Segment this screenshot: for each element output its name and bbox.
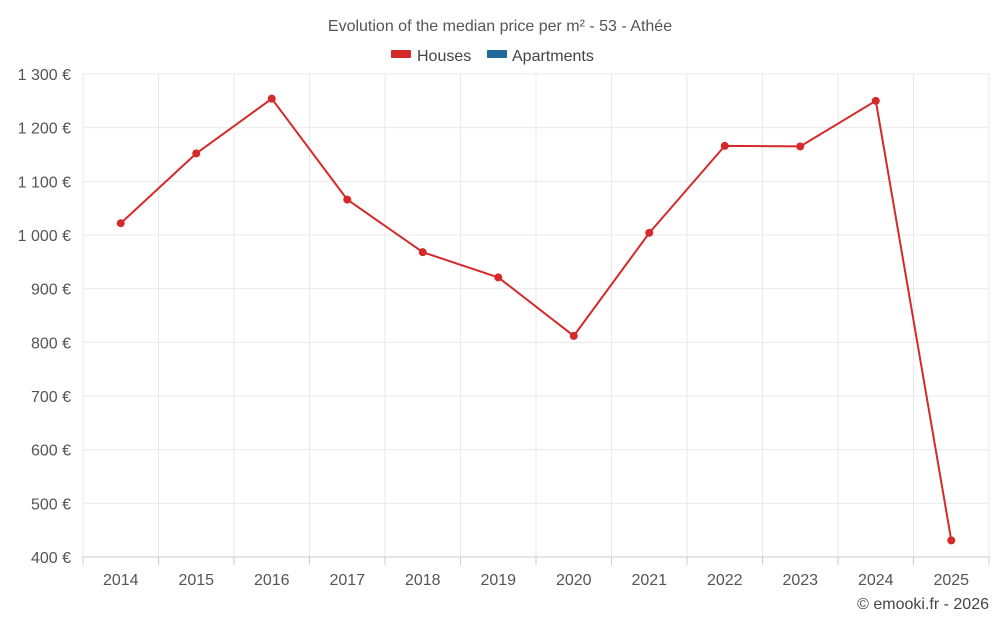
y-tick-label: 1 000 € [18, 228, 71, 245]
x-axis: 2014 2015 2016 2017 2018 2019 2020 2021 2022 2023… [82, 556, 990, 589]
x-tick-label-2023: 2023 [782, 572, 818, 589]
legend-item-houses[interactable]: Houses [391, 48, 471, 65]
series-line-houses [120, 97, 953, 541]
data-point-houses-2025[interactable] [947, 536, 956, 545]
x-tick-label-2025: 2025 [933, 572, 969, 589]
y-tick-label: 400 € [31, 550, 71, 567]
data-point-houses-2017[interactable] [343, 195, 352, 204]
y-tick-label: 1 200 € [18, 121, 71, 138]
x-tick-label-2014: 2014 [103, 572, 139, 589]
y-tick-label: 600 € [31, 443, 71, 460]
legend: Houses Apartments [391, 48, 594, 65]
series-layer [116, 94, 956, 545]
y-tick-label: 500 € [31, 496, 71, 513]
x-tick-label-2015: 2015 [178, 572, 214, 589]
y-tick-label: 700 € [31, 389, 71, 406]
credit: © emooki.fr - 2026 [857, 596, 989, 613]
x-tick-label-2020: 2020 [556, 572, 592, 589]
data-point-houses-2015[interactable] [192, 149, 201, 158]
y-tick-label: 1 100 € [18, 174, 71, 191]
chart-title: Evolution of the median price per m² - 5… [328, 18, 672, 35]
data-point-houses-2024[interactable] [871, 96, 880, 105]
data-point-houses-2019[interactable] [494, 273, 503, 282]
data-point-houses-2022[interactable] [720, 141, 729, 150]
legend-swatch-apartments [487, 50, 507, 58]
y-tick-label: 800 € [31, 335, 71, 352]
x-tick-label-2018: 2018 [405, 572, 441, 589]
data-point-houses-2014[interactable] [116, 219, 125, 228]
y-axis: 400 € 500 € 600 € 700 € 800 € 900 € 1 000 € 1 1… [18, 67, 71, 567]
legend-label-houses: Houses [417, 48, 471, 65]
legend-label-apartments: Apartments [512, 48, 594, 65]
y-tick-label: 1 300 € [18, 67, 71, 84]
data-point-houses-2023[interactable] [796, 142, 805, 151]
x-tick-label-2019: 2019 [480, 572, 516, 589]
y-tick-label: 900 € [31, 282, 71, 299]
data-point-houses-2021[interactable] [645, 228, 654, 237]
legend-swatch-houses [391, 50, 411, 58]
x-tick-label-2017: 2017 [329, 572, 365, 589]
legend-item-apartments[interactable]: Apartments [487, 48, 594, 65]
x-tick-label-2021: 2021 [631, 572, 667, 589]
data-point-houses-2020[interactable] [569, 331, 578, 340]
data-point-houses-2018[interactable] [418, 248, 427, 257]
x-tick-label-2024: 2024 [858, 572, 894, 589]
x-tick-label-2016: 2016 [254, 572, 290, 589]
x-tick-label-2022: 2022 [707, 572, 743, 589]
data-point-houses-2016[interactable] [267, 94, 276, 103]
grid [82, 73, 990, 558]
